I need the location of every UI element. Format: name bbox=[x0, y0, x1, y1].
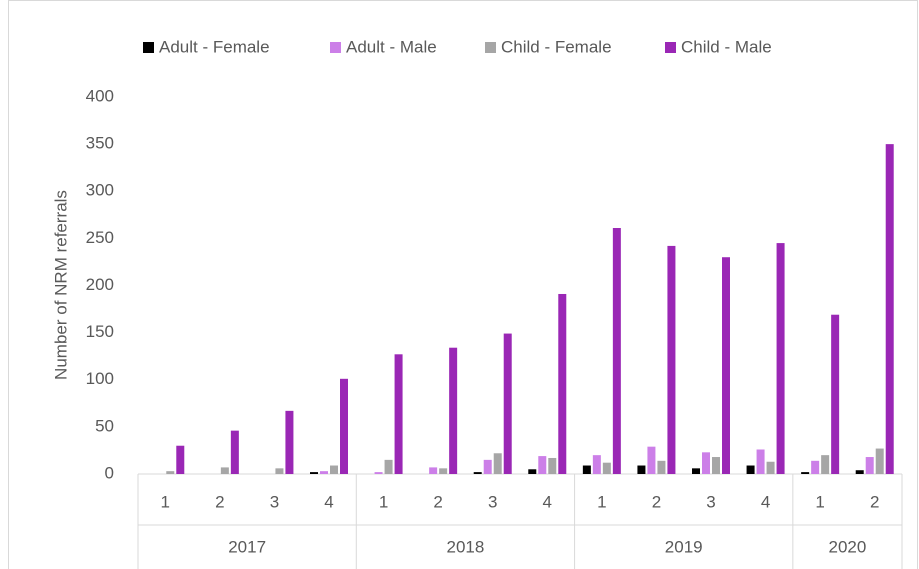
bar bbox=[692, 468, 700, 474]
bar bbox=[310, 472, 318, 474]
x-tick-label: 1 bbox=[815, 492, 824, 511]
x-tick-label: 2 bbox=[215, 492, 224, 511]
bar bbox=[811, 460, 820, 474]
x-tick-label: 1 bbox=[597, 492, 606, 511]
y-tick-label: 50 bbox=[95, 416, 114, 435]
bar bbox=[637, 465, 646, 474]
bar bbox=[855, 470, 864, 474]
bar bbox=[558, 293, 567, 474]
bar bbox=[602, 462, 611, 474]
x-tick-label: 3 bbox=[270, 492, 279, 511]
bar bbox=[776, 243, 785, 474]
legend-swatch bbox=[485, 42, 496, 53]
y-tick-label: 0 bbox=[105, 463, 114, 482]
bar bbox=[831, 314, 840, 474]
x-tick-label: 3 bbox=[488, 492, 497, 511]
legend-label: Adult - Female bbox=[159, 37, 270, 56]
bar bbox=[275, 468, 284, 474]
bar bbox=[821, 455, 830, 474]
bar bbox=[384, 459, 393, 474]
bar bbox=[230, 430, 239, 474]
bar bbox=[875, 448, 884, 474]
group-label: 2019 bbox=[665, 537, 703, 556]
bar bbox=[439, 468, 448, 474]
bar bbox=[647, 446, 656, 474]
x-tick-label: 1 bbox=[379, 492, 388, 511]
bar bbox=[702, 452, 710, 474]
bar bbox=[429, 467, 438, 474]
bar bbox=[528, 469, 537, 474]
legend-swatch bbox=[665, 42, 676, 53]
x-tick-label: 3 bbox=[706, 492, 715, 511]
bar bbox=[166, 471, 175, 474]
bar bbox=[285, 410, 294, 474]
bar bbox=[548, 457, 557, 474]
bar bbox=[176, 445, 185, 474]
bar bbox=[722, 257, 730, 474]
y-tick-label: 150 bbox=[86, 322, 114, 341]
bar bbox=[330, 465, 338, 474]
y-axis-title: Number of NRM referrals bbox=[51, 190, 70, 380]
bar bbox=[340, 378, 348, 474]
legend-label: Child - Male bbox=[681, 37, 772, 56]
y-tick-label: 200 bbox=[86, 275, 114, 294]
bar bbox=[394, 354, 403, 474]
x-tick-label: 1 bbox=[161, 492, 170, 511]
bar bbox=[612, 228, 621, 474]
y-tick-label: 400 bbox=[86, 86, 114, 105]
x-tick-label: 2 bbox=[433, 492, 442, 511]
bar bbox=[582, 465, 591, 474]
bar bbox=[657, 460, 666, 474]
y-tick-label: 350 bbox=[86, 134, 114, 153]
bar bbox=[865, 457, 874, 474]
legend-swatch bbox=[143, 42, 154, 53]
chart-border bbox=[8, 0, 918, 569]
x-tick-label: 2 bbox=[870, 492, 879, 511]
group-label: 2020 bbox=[829, 537, 867, 556]
x-tick-label: 4 bbox=[324, 492, 333, 511]
bar bbox=[538, 456, 547, 474]
legend-label: Adult - Male bbox=[346, 37, 437, 56]
bar bbox=[746, 465, 755, 474]
bar bbox=[756, 449, 765, 474]
bar bbox=[320, 471, 328, 474]
x-tick-label: 2 bbox=[652, 492, 661, 511]
bar bbox=[374, 472, 383, 474]
y-tick-label: 250 bbox=[86, 228, 114, 247]
bar bbox=[667, 245, 676, 474]
x-tick-label: 4 bbox=[543, 492, 552, 511]
bar bbox=[801, 472, 810, 474]
bar bbox=[473, 472, 482, 474]
group-label: 2017 bbox=[228, 537, 266, 556]
x-tick-label: 4 bbox=[761, 492, 770, 511]
bar bbox=[592, 455, 601, 474]
bar bbox=[503, 333, 512, 474]
bar bbox=[493, 453, 502, 474]
bar bbox=[449, 347, 458, 474]
group-label: 2018 bbox=[447, 537, 485, 556]
bar bbox=[885, 144, 894, 474]
y-tick-label: 300 bbox=[86, 181, 114, 200]
bar bbox=[220, 467, 229, 474]
bar bbox=[712, 457, 720, 474]
legend-swatch bbox=[330, 42, 341, 53]
legend-label: Child - Female bbox=[501, 37, 612, 56]
bar bbox=[766, 461, 775, 474]
y-tick-label: 100 bbox=[86, 369, 114, 388]
bar bbox=[483, 459, 492, 474]
